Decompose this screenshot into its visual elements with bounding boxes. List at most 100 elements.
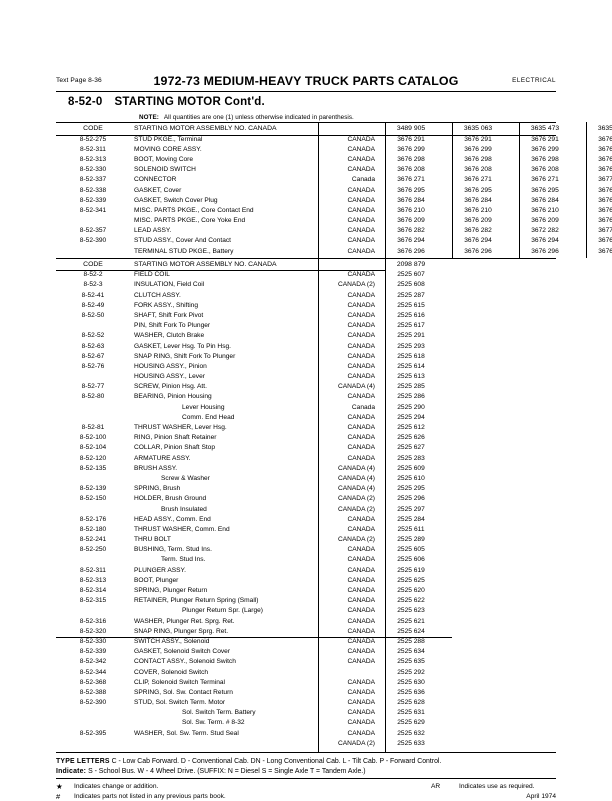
part-description: Sol. Sw. Term. # 8-32 (182, 719, 245, 727)
part-number: 2525 297 (397, 505, 425, 513)
table-row[interactable]: 8-52-338 GASKET, Cover CANADA 3676 295 3676 … (56, 186, 612, 196)
table-row[interactable]: TERMINAL STUD PKGE., Battery CANADA 3676 2… (56, 247, 612, 257)
part-number: 2525 628 (397, 699, 425, 707)
part-country-quantity: CANADA (347, 699, 375, 707)
table-row[interactable]: 8-52-390 STUD ASSY., Cover And Contact CAN… (56, 236, 612, 246)
part-description: HOUSING ASSY., Lever (134, 373, 205, 381)
table-row[interactable]: 8-52-139 SPRING, Brush CANADA (4) 2525 295 (56, 484, 556, 494)
table-row[interactable]: 8-52-41 CLUTCH ASSY. CANADA 2525 287 (56, 291, 556, 301)
part-number: 2525 623 (397, 607, 425, 615)
table-row[interactable]: Sol. Sw. Term. # 8-32 CANADA 2525 629 (56, 718, 556, 728)
table-row[interactable]: 8-52-80 BEARING, Pinion Housing CANADA 2525… (56, 392, 556, 402)
table-row[interactable]: 8-52-357 LEAD ASSY. CANADA 3676 282 3676 282… (56, 226, 612, 236)
table-row[interactable]: 8-52-314 SPRING, Plunger Return CANADA 2525… (56, 586, 556, 596)
part-country-quantity: CANADA (347, 271, 375, 279)
table-row[interactable]: 8-52-49 FORK ASSY., Shifting CANADA 2525 61… (56, 301, 556, 311)
table-row[interactable]: PIN, Shift Fork To Plunger CANADA 2525 617 (56, 321, 556, 331)
table-row[interactable]: 8-52-150 HOLDER, Brush Ground CANADA (2) 25… (56, 494, 556, 504)
part-number: 2525 615 (397, 301, 425, 309)
table-row[interactable]: 8-52-50 SHAFT, Shift Fork Pivot CANADA 2525… (56, 311, 556, 321)
part-number: 3676 294 (598, 237, 612, 245)
group-name: STARTING MOTOR Cont'd. (114, 96, 265, 108)
table-row[interactable]: 8-52-316 WASHER, Plunger Ret. Sprg. Ret. C… (56, 617, 556, 627)
type-letters-line-2: Indicate: S - School Bus. W - 4 Wheel Dr… (56, 768, 366, 775)
table-row[interactable]: 8-52-180 THRUST WASHER, Comm. End CANADA 25… (56, 525, 556, 535)
part-description: SWITCH ASSY., Solenoid (134, 637, 210, 645)
table-rule (56, 257, 556, 259)
part-description: CLIP, Solenoid Switch Terminal (134, 678, 226, 686)
part-number: 2525 620 (397, 587, 425, 594)
table-row[interactable]: 8-52-320 SNAP RING, Plunger Sprg. Ret. CAN… (56, 627, 556, 637)
part-description: BOOT, Moving Core (134, 155, 193, 163)
table-row[interactable]: 8-52-104 COLLAR, Pinion Shaft Stop CANADA 2… (56, 443, 556, 453)
part-number: 3676 294 (397, 237, 425, 245)
part-number: 2525 605 (397, 546, 425, 554)
table-row[interactable]: 8-52-135 BRUSH ASSY. CANADA (4) 2525 609 (56, 464, 556, 474)
table-row[interactable]: Term. Stud Ins. CANADA 2525 606 (56, 555, 556, 565)
table-row[interactable]: 8-52-395 WASHER, Sol. Sw. Term. Stud Seal… (56, 729, 556, 739)
part-number: 2525 295 (397, 485, 425, 493)
table-row[interactable]: 8-52-313 BOOT, Moving Core CANADA 3676 298 3… (56, 155, 612, 165)
table-row[interactable]: 8-52-337 CONNECTOR Canada 3676 271 3676 271 3… (56, 175, 612, 185)
part-country-quantity: CANADA (347, 301, 375, 309)
table-row[interactable]: 8-52-311 PLUNGER ASSY. CANADA 2525 619 (56, 566, 556, 576)
part-number: 2525 608 (397, 281, 425, 289)
table-row[interactable]: 8-52-342 CONTACT ASSY., Solenoid Switch CA… (56, 657, 556, 667)
table-row[interactable]: Comm. End Head CANADA 2525 294 (56, 413, 556, 423)
table-row[interactable]: 8-52-330 SOLENOID SWITCH CANADA 3676 208 367… (56, 165, 612, 175)
table-row[interactable]: 8-52-339 GASKET, Switch Cover Plug CANADA 3… (56, 196, 612, 206)
part-number: 3676 291 (531, 135, 559, 143)
part-country-quantity: CANADA (347, 166, 375, 174)
part-description: HOUSING ASSY., Pinion (134, 362, 207, 370)
table-row[interactable]: 8-52-100 RING, Pinion Shaft Retainer CANAD… (56, 433, 556, 443)
table-row[interactable]: Brush Insulated CANADA (2) 2525 297 (56, 505, 556, 515)
table-row[interactable]: 8-52-388 SPRING, Sol. Sw. Contact Return C… (56, 688, 556, 698)
table-row[interactable]: 8-52-250 BUSHING, Term. Stud Ins. CANADA 25… (56, 545, 556, 555)
table-row[interactable]: 8-52-341 MISC. PARTS PKGE., Core Contact … (56, 206, 612, 216)
part-country-quantity: CANADA (347, 454, 375, 462)
part-country-quantity: CANADA (347, 227, 375, 235)
parts-table: CODE STARTING MOTOR ASSEMBLY NO. CANADA 20… (56, 260, 556, 749)
table-row[interactable]: 8-52-311 MOVING CORE ASSY. CANADA 3676 299 3… (56, 145, 612, 155)
table-row[interactable]: 8-52-330 SWITCH ASSY., Solenoid CANADA 2525… (56, 637, 556, 647)
table-row[interactable]: 8-52-76 HOUSING ASSY., Pinion CANADA 2525 6… (56, 362, 556, 372)
part-country-quantity: CANADA (347, 434, 375, 442)
table-row[interactable]: 8-52-2 FIELD COIL CANADA 2525 607 (56, 270, 556, 280)
table-row[interactable]: 8-52-120 ARMATURE ASSY. CANADA 2525 283 (56, 454, 556, 464)
table-row[interactable]: 8-52-390 STUD, Sol. Switch Term. Motor CAN… (56, 698, 556, 708)
part-description: HOLDER, Brush Ground (134, 495, 207, 503)
table-row[interactable]: 8-52-339 GASKET, Solenoid Switch Cover CAN… (56, 647, 556, 657)
table-row[interactable]: 8-52-241 THRU BOLT CANADA (2) 2525 289 (56, 535, 556, 545)
ar-legend-text: Indicates use as required. (459, 783, 535, 791)
table-row[interactable]: 8-52-81 THRUST WASHER, Lever Hsg. CANADA 25… (56, 423, 556, 433)
part-number: 3672 282 (531, 227, 559, 235)
table-row[interactable]: Sol. Switch Term. Battery CANADA 2525 631 (56, 708, 556, 718)
table-row[interactable]: HOUSING ASSY., Lever CANADA 2525 613 (56, 372, 556, 382)
part-description: LEAD ASSY. (134, 227, 172, 235)
part-number: 2525 635 (397, 658, 425, 666)
table-row[interactable]: 8-52-313 BOOT, Plunger CANADA 2525 625 (56, 576, 556, 586)
table-row[interactable]: 8-52-368 CLIP, Solenoid Switch Terminal CA… (56, 678, 556, 688)
table-row[interactable]: 8-52-63 GASKET, Lever Hsg. To Pin Hsg. CAN… (56, 342, 556, 352)
part-description: CLUTCH ASSY. (134, 291, 181, 299)
table-row[interactable]: 8-52-3 INSULATION, Field Coil CANADA (2) 25… (56, 280, 556, 290)
part-number: 2525 622 (397, 597, 425, 605)
part-code: 8-52-150 (79, 495, 107, 503)
table-row[interactable]: 8-52-275 STUD PKGE., Terminal CANADA 3676 2… (56, 135, 612, 145)
table-row[interactable]: CANADA (2) 2525 633 (56, 739, 556, 749)
part-number: 2525 288 (397, 637, 425, 645)
table-row[interactable]: 8-52-77 SCREW, Pinion Hsg. Att. CANADA (4)… (56, 382, 556, 392)
table-row[interactable]: 8-52-52 WASHER, Clutch Brake CANADA 2525 29… (56, 331, 556, 341)
table-row[interactable]: 8-52-315 RETAINER, Plunger Return Spring … (56, 596, 556, 606)
part-number: 3676 294 (464, 237, 492, 245)
table-row[interactable]: MISC. PARTS PKGE., Core Yoke End CANADA 36… (56, 216, 612, 226)
table-row[interactable]: Lever Housing Canada 2525 290 (56, 403, 556, 413)
table-row[interactable]: 8-52-176 HEAD ASSY., Comm. End CANADA 2525 … (56, 515, 556, 525)
table-row[interactable]: 8-52-344 COVER, Solenoid Switch 2525 292 (56, 668, 556, 678)
table-row[interactable]: Screw & Washer CANADA (4) 2525 610 (56, 474, 556, 484)
table-row[interactable]: Plunger Return Spr. (Large) CANADA 2525 62… (56, 606, 556, 616)
table-row[interactable]: 8-52-67 SNAP RING, Shift Fork To Plunger C… (56, 352, 556, 362)
part-number: 2525 630 (397, 678, 425, 686)
part-country-quantity: CANADA (347, 729, 375, 737)
part-code: 8-52-395 (79, 729, 107, 737)
